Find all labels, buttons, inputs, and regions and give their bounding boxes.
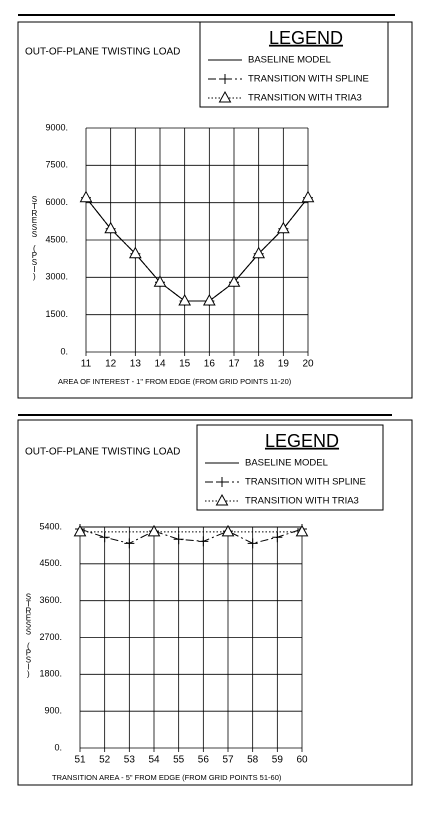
triangle-marker (221, 524, 235, 537)
y-tick-label: 1500. (45, 309, 68, 319)
legend-label: TRANSITION WITH TRIA3 (245, 496, 359, 507)
y-tick-label: 0. (60, 346, 68, 356)
chart-title: OUT-OF-PLANE TWISTING LOAD (25, 447, 180, 458)
legend-label: TRANSITION WITH SPLINE (245, 477, 366, 488)
triangle-marker (227, 275, 241, 287)
x-tick-label: 56 (198, 755, 210, 766)
x-tick-label: 58 (247, 755, 259, 766)
plus-marker (247, 538, 258, 549)
x-tick-label: 53 (124, 755, 136, 766)
x-tick-label: 13 (130, 359, 142, 370)
x-tick-label: 14 (154, 359, 166, 370)
x-tick-label: 18 (253, 359, 265, 370)
triangle-marker (104, 221, 118, 234)
legend-label: TRANSITION WITH SPLINE (248, 74, 369, 85)
plus-marker (272, 532, 283, 543)
x-tick-label: 19 (278, 359, 290, 370)
triangle-marker (252, 246, 266, 259)
triangle-marker (295, 524, 309, 537)
x-tick-label: 17 (228, 359, 240, 370)
legend-label: BASELINE MODEL (248, 55, 331, 66)
legend-marker (215, 493, 229, 506)
triangle-marker (128, 246, 142, 259)
legend-box (199, 21, 389, 108)
plus-marker (124, 538, 135, 549)
x-tick-label: 60 (296, 755, 308, 766)
x-tick-label: 52 (99, 755, 111, 766)
y-tick-label: 3600. (39, 595, 62, 605)
plus-marker (198, 536, 209, 547)
plus-marker (173, 534, 184, 545)
y-tick-label: 1800. (39, 669, 62, 679)
triangle-marker (147, 524, 161, 537)
x-tick-label: 59 (272, 755, 284, 766)
legend-title: LEGEND (269, 28, 343, 48)
triangle-marker (153, 275, 167, 287)
legend-marker (220, 74, 230, 84)
triangle-marker (178, 293, 192, 306)
x-axis-label: TRANSITION AREA - 5" FROM EDGE (FROM GRI… (52, 773, 282, 782)
legend-title: LEGEND (265, 431, 339, 451)
y-axis-label: STRESS (PSI) (30, 195, 39, 281)
legend-marker (217, 477, 227, 487)
y-tick-label: 4500. (45, 234, 68, 244)
x-tick-label: 16 (204, 359, 216, 370)
y-tick-label: 0. (54, 742, 62, 752)
x-tick-label: 51 (74, 755, 86, 766)
legend-label: BASELINE MODEL (245, 458, 328, 469)
triangle-marker (73, 524, 87, 537)
frame (17, 419, 413, 786)
y-tick-label: 4500. (39, 558, 62, 568)
x-tick-label: 55 (173, 755, 185, 766)
y-axis-label: STRESS (PSI) (24, 593, 33, 679)
legend-box (196, 424, 384, 511)
y-tick-label: 9000. (45, 122, 68, 132)
y-tick-label: 3000. (45, 272, 68, 282)
legend-marker (218, 90, 232, 103)
y-tick-label: 5400. (39, 521, 62, 531)
legend-label: TRANSITION WITH TRIA3 (248, 93, 362, 104)
x-tick-label: 11 (81, 359, 92, 370)
x-tick-label: 15 (179, 359, 191, 370)
chart-title: OUT-OF-PLANE TWISTING LOAD (25, 47, 180, 58)
x-tick-label: 54 (148, 755, 160, 766)
x-tick-label: 57 (222, 755, 234, 766)
y-tick-label: 7500. (45, 160, 68, 170)
y-tick-label: 6000. (45, 197, 68, 207)
triangle-marker (202, 293, 216, 306)
series-line (85, 197, 309, 302)
y-tick-label: 900. (44, 706, 62, 716)
plus-marker (99, 532, 110, 543)
series-line (85, 197, 309, 302)
x-tick-label: 12 (105, 359, 117, 370)
x-axis-label: AREA OF INTEREST - 1" FROM EDGE (FROM GR… (58, 377, 292, 386)
x-tick-label: 20 (302, 359, 314, 370)
triangle-marker (79, 190, 93, 203)
series-line (85, 197, 309, 302)
triangle-marker (301, 190, 315, 203)
series-line (79, 528, 303, 544)
triangle-marker (276, 221, 290, 234)
y-tick-label: 2700. (39, 632, 62, 642)
